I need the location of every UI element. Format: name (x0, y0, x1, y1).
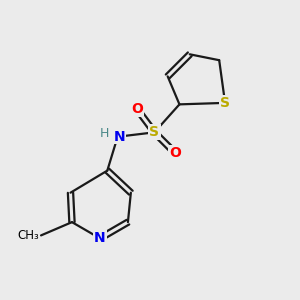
Text: O: O (131, 102, 143, 116)
Text: H: H (100, 127, 109, 140)
Text: S: S (149, 125, 159, 139)
Text: O: O (169, 146, 181, 160)
Text: CH₃: CH₃ (18, 229, 40, 242)
Text: N: N (94, 231, 106, 245)
Text: S: S (220, 96, 230, 110)
Text: N: N (114, 130, 126, 144)
